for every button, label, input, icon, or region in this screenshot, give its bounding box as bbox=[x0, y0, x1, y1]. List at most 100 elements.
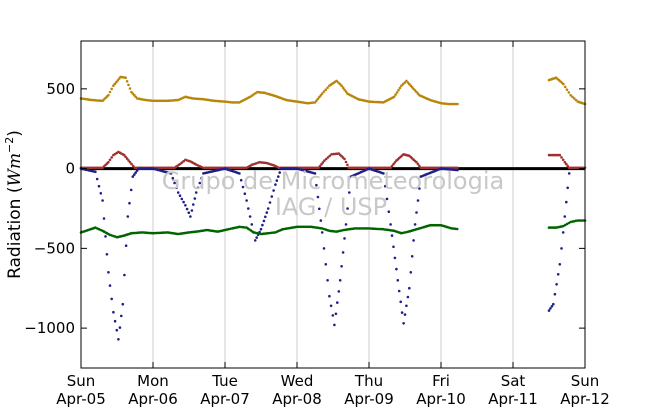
data-point bbox=[317, 166, 320, 170]
data-point bbox=[190, 209, 194, 212]
data-point bbox=[401, 82, 405, 86]
data-point bbox=[399, 300, 403, 304]
data-point bbox=[344, 160, 348, 164]
data-point bbox=[198, 181, 202, 185]
x-tick-label-day: Tue bbox=[211, 372, 238, 390]
data-point bbox=[99, 192, 103, 195]
data-point bbox=[120, 314, 123, 318]
data-point bbox=[274, 183, 277, 186]
data-point bbox=[549, 307, 552, 310]
data-point bbox=[571, 95, 574, 99]
data-point bbox=[560, 247, 563, 250]
data-point bbox=[110, 87, 113, 91]
data-point bbox=[239, 178, 243, 182]
x-tick-label-date: Apr-06 bbox=[128, 390, 178, 408]
data-point bbox=[561, 231, 565, 234]
data-point bbox=[412, 239, 415, 242]
data-point bbox=[456, 102, 459, 106]
data-point bbox=[392, 245, 395, 249]
data-point bbox=[185, 207, 189, 211]
data-point bbox=[344, 223, 348, 226]
data-point bbox=[392, 162, 395, 166]
data-point bbox=[562, 82, 565, 86]
data-point bbox=[340, 84, 343, 87]
data-point bbox=[415, 211, 418, 214]
x-tick-label-day: Sun bbox=[67, 372, 96, 390]
data-point bbox=[322, 90, 326, 93]
x-tick-label-day: Mon bbox=[137, 372, 169, 390]
axis-ticks: 5000−500−1000SunApr-05MonApr-06TueApr-07… bbox=[24, 41, 610, 408]
data-point bbox=[395, 91, 399, 94]
data-point bbox=[456, 166, 459, 170]
data-point bbox=[400, 84, 403, 87]
data-point bbox=[108, 284, 112, 287]
data-point bbox=[558, 153, 562, 157]
data-point bbox=[335, 79, 338, 83]
data-point bbox=[268, 201, 272, 204]
x-tick-label-date: Apr-07 bbox=[200, 390, 250, 408]
data-point bbox=[416, 162, 420, 166]
data-point bbox=[385, 197, 389, 201]
data-point bbox=[94, 170, 97, 174]
data-point bbox=[128, 160, 132, 164]
data-point bbox=[238, 172, 241, 175]
x-tick-label-day: Thu bbox=[354, 372, 383, 390]
y-axis-label-unit: Wm bbox=[5, 153, 25, 187]
data-point bbox=[456, 168, 459, 172]
data-point bbox=[124, 155, 127, 159]
data-point bbox=[253, 239, 257, 242]
data-point bbox=[110, 297, 113, 301]
data-point bbox=[552, 302, 555, 306]
x-tick-label-day: Fri bbox=[432, 372, 450, 390]
data-point bbox=[128, 87, 132, 90]
data-point bbox=[320, 162, 323, 166]
data-point bbox=[125, 157, 129, 160]
data-point bbox=[250, 223, 254, 226]
data-point bbox=[107, 93, 110, 97]
data-point bbox=[193, 197, 197, 200]
data-point bbox=[418, 164, 421, 168]
data-point bbox=[264, 215, 267, 219]
series-0 bbox=[79, 75, 587, 106]
data-point bbox=[405, 304, 408, 308]
data-point bbox=[127, 159, 130, 162]
data-point bbox=[262, 219, 266, 223]
data-point bbox=[326, 156, 330, 159]
y-axis-label: Radiation (Wm−2) bbox=[3, 130, 25, 279]
data-point bbox=[115, 80, 118, 84]
data-point bbox=[113, 82, 117, 86]
series-2 bbox=[79, 167, 571, 341]
data-point bbox=[346, 163, 349, 167]
data-point bbox=[410, 254, 414, 258]
data-point bbox=[566, 164, 569, 168]
data-point bbox=[243, 192, 247, 195]
data-point bbox=[415, 160, 418, 164]
data-point bbox=[321, 161, 325, 164]
data-point bbox=[383, 184, 387, 188]
x-tick-label-day: Sat bbox=[501, 372, 526, 390]
data-point bbox=[118, 326, 122, 329]
data-point bbox=[328, 294, 331, 298]
data-point bbox=[247, 207, 250, 210]
data-point bbox=[110, 156, 113, 159]
data-point bbox=[245, 199, 248, 202]
data-point bbox=[336, 301, 339, 304]
data-point bbox=[108, 90, 112, 94]
data-point bbox=[189, 215, 192, 218]
data-point bbox=[105, 253, 109, 256]
data-point bbox=[560, 156, 563, 159]
y-axis-label-prefix: Radiation ( bbox=[5, 187, 25, 279]
data-point bbox=[200, 176, 203, 180]
y-tick-label: −1000 bbox=[24, 319, 75, 337]
data-point bbox=[255, 236, 258, 239]
data-point bbox=[574, 98, 578, 102]
data-point bbox=[324, 263, 328, 266]
data-point bbox=[95, 177, 99, 181]
data-point bbox=[128, 201, 131, 205]
data-point bbox=[572, 97, 576, 100]
x-tick-label-date: Apr-10 bbox=[416, 390, 466, 408]
data-point bbox=[319, 94, 323, 97]
data-point bbox=[101, 199, 104, 202]
data-point bbox=[116, 79, 119, 82]
data-point bbox=[555, 283, 558, 286]
